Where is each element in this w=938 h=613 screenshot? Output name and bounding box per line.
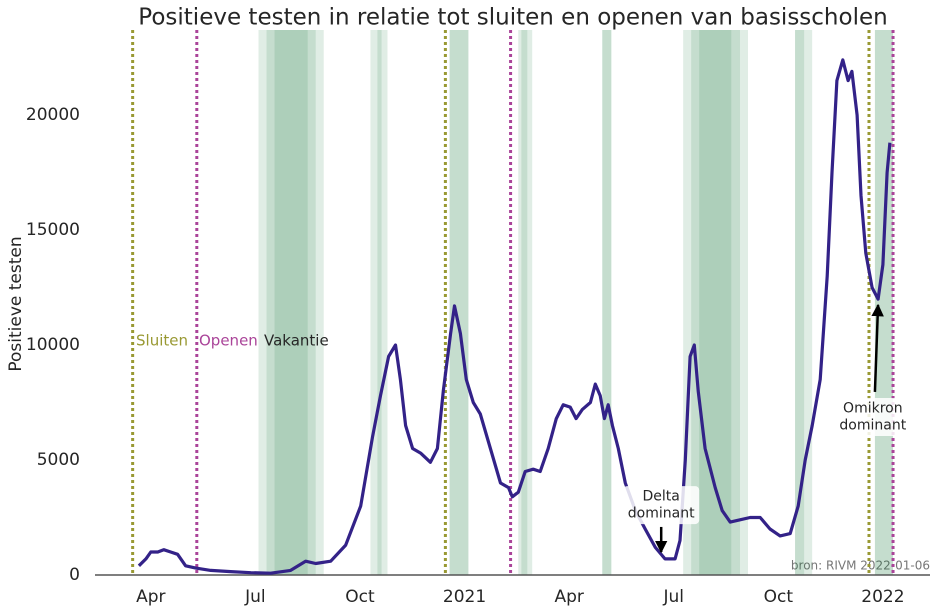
x-tick-label: Oct [764,587,794,607]
vacation-band [370,30,382,575]
y-tick-label: 15000 [26,220,80,240]
annotation-arrow [871,303,884,392]
x-tick-label: Jul [244,587,266,607]
annotation-text: Omikron [843,401,903,417]
source-note: bron: RIVM 2022-01-06 [791,559,930,573]
vacation-band [377,30,388,575]
y-axis-label: Positieve testen [6,236,26,371]
y-tick-label: 10000 [26,335,80,355]
legend-label: Sluiten [136,332,188,350]
vacation-band [258,30,308,575]
annotation-text: dominant [628,506,695,522]
annotation-box [834,398,911,437]
vacation-band [874,30,894,575]
vacation-band [449,30,469,575]
x-tick-label: 2022 [861,587,904,607]
vacation-band [449,30,469,575]
annotation-box [623,486,700,525]
data-line [137,58,892,575]
vacation-band [266,30,316,575]
vacation-band [683,30,732,575]
vacation-band [521,30,533,575]
y-tick-label: 20000 [26,105,80,125]
annotation-text: Delta [643,489,680,505]
vacation-band [699,30,749,575]
y-tick-label: 0 [69,565,80,585]
x-tick-label: Apr [554,587,583,607]
y-tick-label: 5000 [37,450,80,470]
vacation-band [518,30,528,575]
legend-label: Vakantie [264,332,329,350]
legend-label: Openen [199,332,258,350]
x-tick-label: Oct [345,587,375,607]
x-tick-label: 2021 [443,587,486,607]
vacation-band [795,30,805,575]
x-tick-label: Jul [662,587,684,607]
vacation-band [602,30,612,575]
vacation-band [274,30,324,575]
vacation-band [795,30,813,575]
chart-title: Positieve testen in relatie tot sluiten … [138,5,887,31]
x-tick-label: Apr [136,587,165,607]
vacation-band [602,30,612,575]
annotation-text: dominant [839,418,906,434]
